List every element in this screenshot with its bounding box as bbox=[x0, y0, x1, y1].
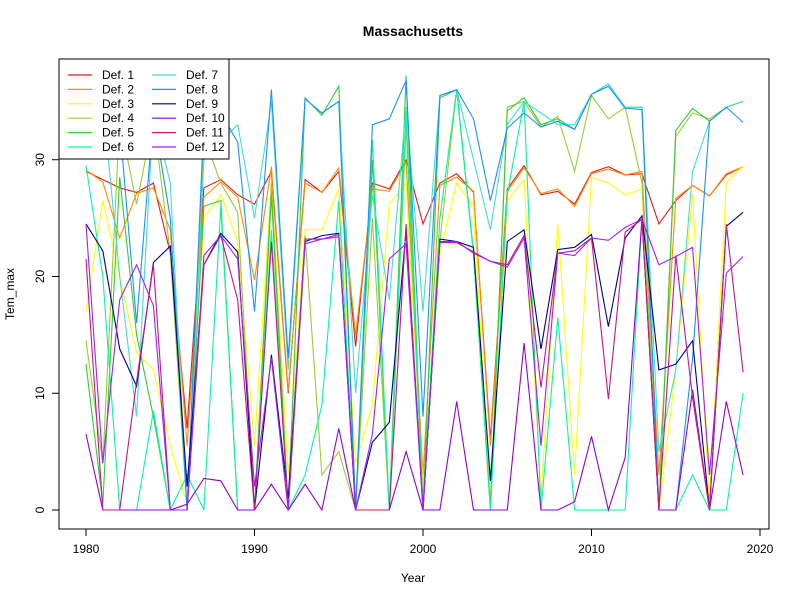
legend-entry-label: Def. 12 bbox=[186, 140, 225, 154]
y-axis-label: Tem_max bbox=[3, 268, 17, 320]
x-tick-label: 1990 bbox=[241, 542, 268, 556]
legend-entry-label: Def. 11 bbox=[186, 126, 224, 140]
legend-box bbox=[58, 58, 230, 160]
y-tick-label: 20 bbox=[33, 270, 47, 284]
x-tick-label: 1980 bbox=[73, 542, 100, 556]
legend-entry-label: Def. 2 bbox=[102, 82, 134, 96]
y-tick-label: 10 bbox=[33, 386, 47, 400]
x-tick-label: 2000 bbox=[410, 542, 437, 556]
legend-entry-label: Def. 6 bbox=[102, 140, 134, 154]
series-line-6 bbox=[85, 89, 744, 513]
legend-entry-label: Def. 4 bbox=[102, 111, 134, 125]
series-line-12 bbox=[85, 218, 744, 511]
x-tick-label: 2010 bbox=[578, 542, 605, 556]
x-axis-label: Year bbox=[401, 571, 425, 585]
legend-entry-label: Def. 10 bbox=[186, 111, 225, 125]
y-axis: 0 10 20 30 bbox=[33, 153, 60, 513]
plot-lines bbox=[85, 75, 744, 513]
series-line-7 bbox=[85, 83, 744, 511]
legend-entry-label: Def. 3 bbox=[102, 97, 134, 111]
legend-entry-label: Def. 8 bbox=[186, 82, 218, 96]
series-line-8 bbox=[85, 80, 744, 511]
legend-entry-label: Def. 1 bbox=[102, 68, 134, 82]
legend-entry-label: Def. 5 bbox=[102, 126, 134, 140]
legend-entry-label: Def. 7 bbox=[186, 68, 218, 82]
chart-title: Massachusetts bbox=[363, 23, 464, 39]
x-axis: 1980 1990 2000 2010 2020 bbox=[73, 528, 774, 556]
y-tick-label: 30 bbox=[33, 153, 47, 167]
series-line-10 bbox=[85, 218, 744, 513]
y-tick-label: 0 bbox=[33, 506, 47, 513]
x-tick-label: 2020 bbox=[747, 542, 774, 556]
legend-entry-label: Def. 9 bbox=[186, 97, 218, 111]
